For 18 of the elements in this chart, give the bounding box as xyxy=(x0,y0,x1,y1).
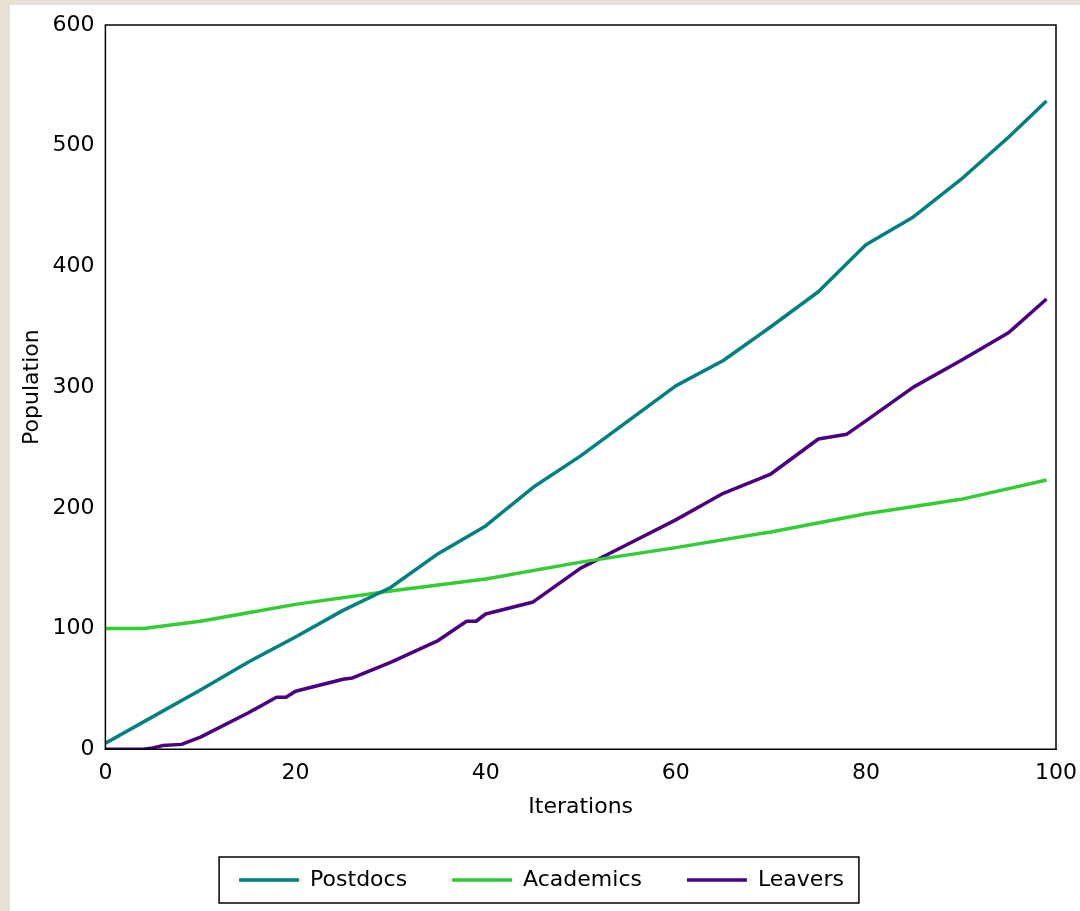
y-tick-label: 600 xyxy=(52,10,95,36)
legend-label: Academics xyxy=(523,865,642,891)
y-tick-label: 0 xyxy=(80,734,95,760)
y-tick-label: 200 xyxy=(52,493,95,519)
y-tick-label: 400 xyxy=(52,252,95,278)
x-tick-label: 40 xyxy=(471,759,500,785)
y-tick-label: 500 xyxy=(52,131,95,157)
x-tick-label: 0 xyxy=(98,759,113,785)
y-axis-title: Population xyxy=(17,329,43,445)
legend-label: Postdocs xyxy=(310,865,408,891)
x-axis-title: Iterations xyxy=(528,792,634,818)
y-tick-label: 100 xyxy=(52,614,95,640)
legend-label: Leavers xyxy=(757,865,844,891)
x-tick-label: 80 xyxy=(851,759,880,785)
y-tick-label: 300 xyxy=(52,372,95,398)
x-tick-label: 60 xyxy=(661,759,690,785)
x-tick-label: 20 xyxy=(281,759,310,785)
x-tick-label: 100 xyxy=(1035,759,1077,785)
